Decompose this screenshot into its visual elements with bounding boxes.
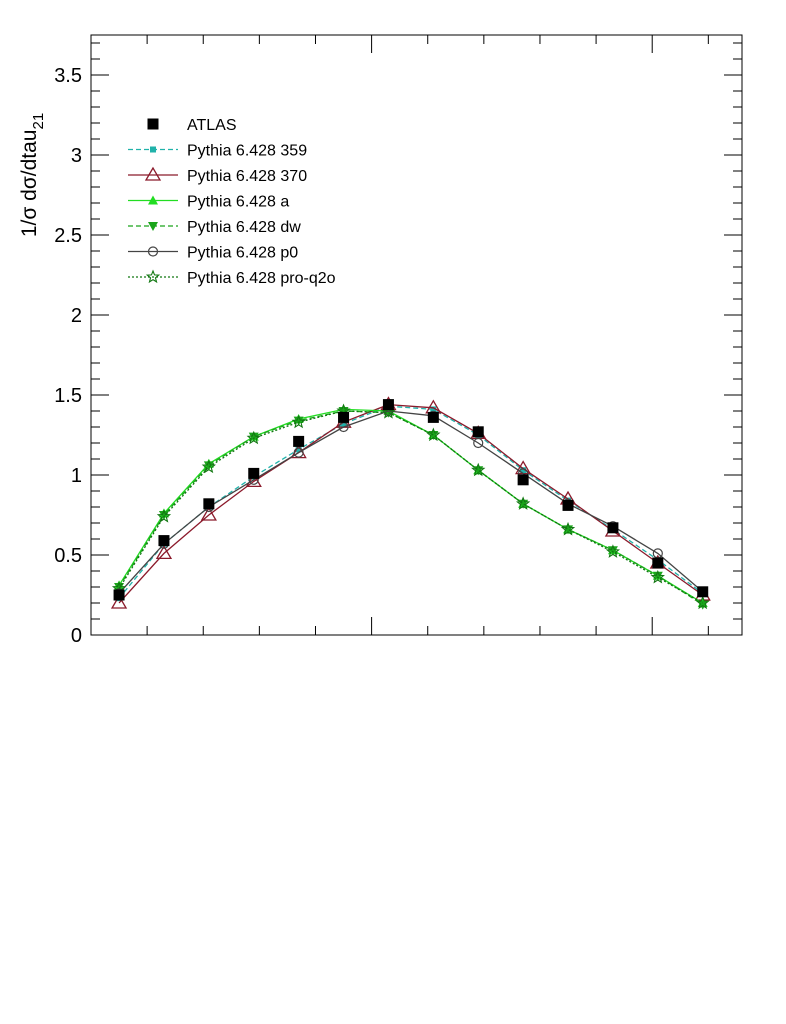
y-tick-label: 2 xyxy=(71,305,82,327)
data-point xyxy=(515,496,531,510)
data-point xyxy=(295,446,302,453)
legend-label: Pythia 6.428 p0 xyxy=(187,245,298,262)
data-point xyxy=(430,406,437,413)
y-tick-label: 2.5 xyxy=(54,225,82,247)
data-point xyxy=(201,459,216,474)
legend-marker xyxy=(145,269,161,284)
data-point xyxy=(471,462,486,477)
data-point xyxy=(473,437,484,449)
series-atlas xyxy=(113,399,709,601)
data-point xyxy=(293,416,304,426)
data-point xyxy=(607,522,619,534)
x-axis-ticks xyxy=(146,35,709,635)
data-point xyxy=(562,499,574,511)
y-tick-label: 0 xyxy=(71,625,82,647)
legend-entry: Pythia 6.428 370 xyxy=(128,166,307,185)
data-point xyxy=(605,544,621,558)
legend-entry: Pythia 6.428 359 xyxy=(128,143,307,160)
legend-marker xyxy=(148,195,158,205)
legend-label: Pythia 6.428 359 xyxy=(187,143,307,160)
data-point xyxy=(248,467,260,479)
legend-marker xyxy=(144,166,162,181)
data-point xyxy=(560,521,576,536)
data-point xyxy=(291,414,306,429)
legend-entry: Pythia 6.428 pro-q2o xyxy=(128,269,336,287)
data-point xyxy=(246,430,261,445)
data-point xyxy=(381,405,396,419)
data-point xyxy=(382,399,394,411)
series-line xyxy=(118,408,704,604)
series-line xyxy=(118,410,704,604)
data-point xyxy=(695,595,710,610)
legend-marker xyxy=(147,246,159,257)
y-axis-label: 1/σ dσ/dtau21 xyxy=(18,113,47,237)
legend-marker xyxy=(148,222,158,231)
y-tick-label: 3 xyxy=(71,145,82,167)
legend-marker xyxy=(147,118,159,130)
legend-label: ATLAS xyxy=(187,117,237,134)
plot-frame xyxy=(90,34,743,636)
data-point xyxy=(652,571,663,581)
data-point xyxy=(203,461,214,471)
data-point xyxy=(158,535,170,547)
legend-entry: Pythia 6.428 p0 xyxy=(128,245,298,262)
data-point xyxy=(650,569,665,584)
data-point xyxy=(607,546,618,556)
legend: ATLAS Pythia 6.428 359 Pythia 6.428 370 Pyt… xyxy=(128,117,336,287)
legend-label: Pythia 6.428 370 xyxy=(187,168,307,185)
y-axis-label-subscript: 21 xyxy=(30,113,47,130)
data-point xyxy=(245,473,262,488)
legend-label: Pythia 6.428 a xyxy=(187,194,289,211)
data-point xyxy=(113,589,125,601)
data-point xyxy=(200,506,217,521)
y-tick-label: 1.5 xyxy=(54,385,82,407)
series-line xyxy=(118,410,704,594)
legend-entry: ATLAS xyxy=(147,117,237,134)
y-tick-label: 1 xyxy=(71,465,82,487)
data-point xyxy=(517,474,529,486)
legend-label: Pythia 6.428 dw xyxy=(187,219,301,236)
data-point xyxy=(203,498,215,510)
data-point xyxy=(248,432,259,442)
series-line xyxy=(118,403,704,604)
data-point xyxy=(156,509,172,523)
legend-entry: Pythia 6.428 dw xyxy=(128,219,301,236)
data-point xyxy=(652,557,664,569)
legend-label: Pythia 6.428 pro-q2o xyxy=(187,270,336,287)
data-point xyxy=(110,594,128,609)
y-tick-label: 0.5 xyxy=(54,545,82,567)
data-point xyxy=(472,426,484,438)
y-axis: 0 0.5 1 1.5 2 2.5 3 3.5 xyxy=(54,42,742,647)
data-point xyxy=(427,411,439,423)
data-point xyxy=(697,586,709,598)
data-point xyxy=(340,420,347,427)
legend-marker xyxy=(150,146,156,153)
data-point xyxy=(338,411,350,423)
data-point xyxy=(520,467,527,474)
legend-entry: Pythia 6.428 a xyxy=(128,194,289,211)
data-point xyxy=(293,435,305,447)
y-tick-label: 3.5 xyxy=(54,65,82,87)
data-point xyxy=(293,447,304,458)
y-axis-label-main: 1/σ dσ/dtau xyxy=(18,130,41,238)
data-point xyxy=(155,545,173,560)
data-point xyxy=(426,427,441,442)
series-layer xyxy=(110,396,711,610)
